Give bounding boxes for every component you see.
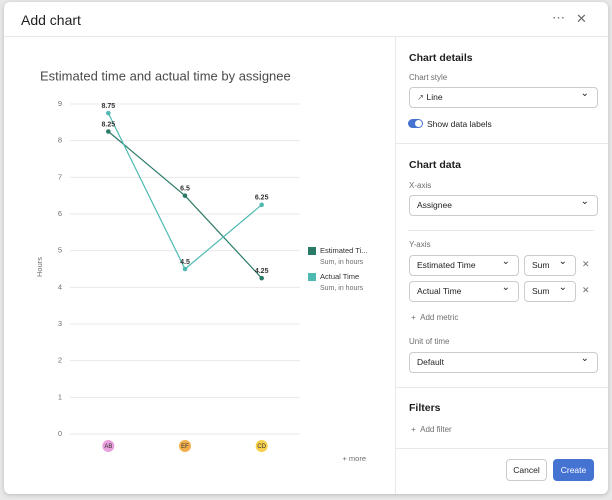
divider xyxy=(396,143,608,144)
data-point xyxy=(106,129,111,134)
close-icon[interactable]: ✕ xyxy=(576,11,587,26)
select[interactable]: Sum xyxy=(524,278,576,302)
data-point xyxy=(182,193,188,198)
legend-subtitle: Sum, in hours xyxy=(320,259,364,266)
y-tick-label: 2 xyxy=(58,356,62,365)
create-button[interactable]: Create xyxy=(553,459,594,481)
legend-subtitle: Sum, in hours xyxy=(320,285,364,292)
divider xyxy=(408,230,594,231)
select[interactable]: Assignee xyxy=(409,192,598,216)
select[interactable]: Actual Time xyxy=(409,278,519,302)
y-tick-label: 1 xyxy=(58,392,62,401)
legend-label: Actual Time xyxy=(320,272,359,281)
y-tick-label: 9 xyxy=(58,99,62,108)
data-label: 4.25 xyxy=(255,268,269,275)
toggle-label: Show data labels xyxy=(427,119,492,129)
select[interactable]: Sum xyxy=(524,252,576,276)
select-value: Estimated Time xyxy=(417,260,476,270)
legend-swatch xyxy=(308,273,316,281)
section-heading: Filters xyxy=(409,402,441,414)
select-value: Line xyxy=(426,92,443,102)
avatar xyxy=(102,440,115,452)
avatar xyxy=(179,440,191,452)
x-tick-label: CD xyxy=(257,444,266,450)
legend-swatch xyxy=(308,247,316,255)
data-label: 6.5 xyxy=(180,186,190,193)
select-value: Sum xyxy=(532,286,550,296)
data-label: 4.5 xyxy=(180,259,190,266)
add-filter[interactable]: + Add filter xyxy=(411,425,452,434)
divider xyxy=(395,37,396,494)
divider xyxy=(4,36,608,37)
remove-icon[interactable]: ✕ xyxy=(582,259,590,269)
data-point xyxy=(259,275,264,281)
y-tick-label: 5 xyxy=(58,246,62,255)
legend-label: Estimated Ti... xyxy=(320,246,368,255)
data-label: 8.25 xyxy=(102,121,116,128)
select[interactable]: Default xyxy=(409,349,598,373)
select-value: Actual Time xyxy=(417,286,462,296)
divider xyxy=(396,448,608,449)
series-line xyxy=(107,131,263,279)
data-point xyxy=(106,110,111,116)
y-axis-label: Hours xyxy=(35,257,44,277)
data-point xyxy=(182,266,188,272)
more-link[interactable]: + more xyxy=(342,454,366,463)
x-tick-label: EF xyxy=(181,444,189,450)
cancel-button[interactable]: Cancel xyxy=(506,459,547,481)
data-label: 8.75 xyxy=(102,103,116,110)
add-filter-label: Add filter xyxy=(420,425,452,434)
y-tick-label: 4 xyxy=(58,282,62,291)
more-icon[interactable]: ⋯ xyxy=(552,10,565,25)
field-label: Unit of time xyxy=(409,337,450,346)
y-tick-label: 6 xyxy=(58,209,62,218)
select-value: Default xyxy=(417,357,444,367)
toggle[interactable] xyxy=(408,119,423,128)
avatar xyxy=(255,440,268,452)
field-label: Y-axis xyxy=(409,240,431,249)
y-tick-label: 3 xyxy=(58,319,62,328)
field-label: Chart style xyxy=(409,73,448,82)
y-tick-label: 0 xyxy=(58,429,62,438)
select-value: Assignee xyxy=(417,200,452,210)
add-metric-label: Add metric xyxy=(420,313,459,322)
field-label: X-axis xyxy=(409,181,432,190)
add-metric[interactable]: + Add metric xyxy=(411,313,459,322)
select-value: Sum xyxy=(532,260,550,270)
x-tick-label: AB xyxy=(104,444,112,450)
remove-icon[interactable]: ✕ xyxy=(582,285,590,295)
section-heading: Chart data xyxy=(409,159,461,171)
select[interactable]: Estimated Time xyxy=(409,252,519,276)
section-heading: Chart details xyxy=(409,52,473,64)
data-point xyxy=(259,202,264,208)
data-label: 6.25 xyxy=(255,195,269,202)
divider xyxy=(396,387,608,388)
select[interactable]: ↗ Line xyxy=(409,84,598,108)
y-tick-label: 7 xyxy=(58,172,62,181)
dialog-title: Add chart xyxy=(21,12,81,28)
chart-title: Estimated time and actual time by assign… xyxy=(40,68,291,83)
dialog: Add chart ⋯ ✕ Estimated time and actual … xyxy=(4,2,608,494)
y-tick-label: 8 xyxy=(58,136,62,145)
chart: Estimated time and actual time by assign… xyxy=(35,68,368,463)
